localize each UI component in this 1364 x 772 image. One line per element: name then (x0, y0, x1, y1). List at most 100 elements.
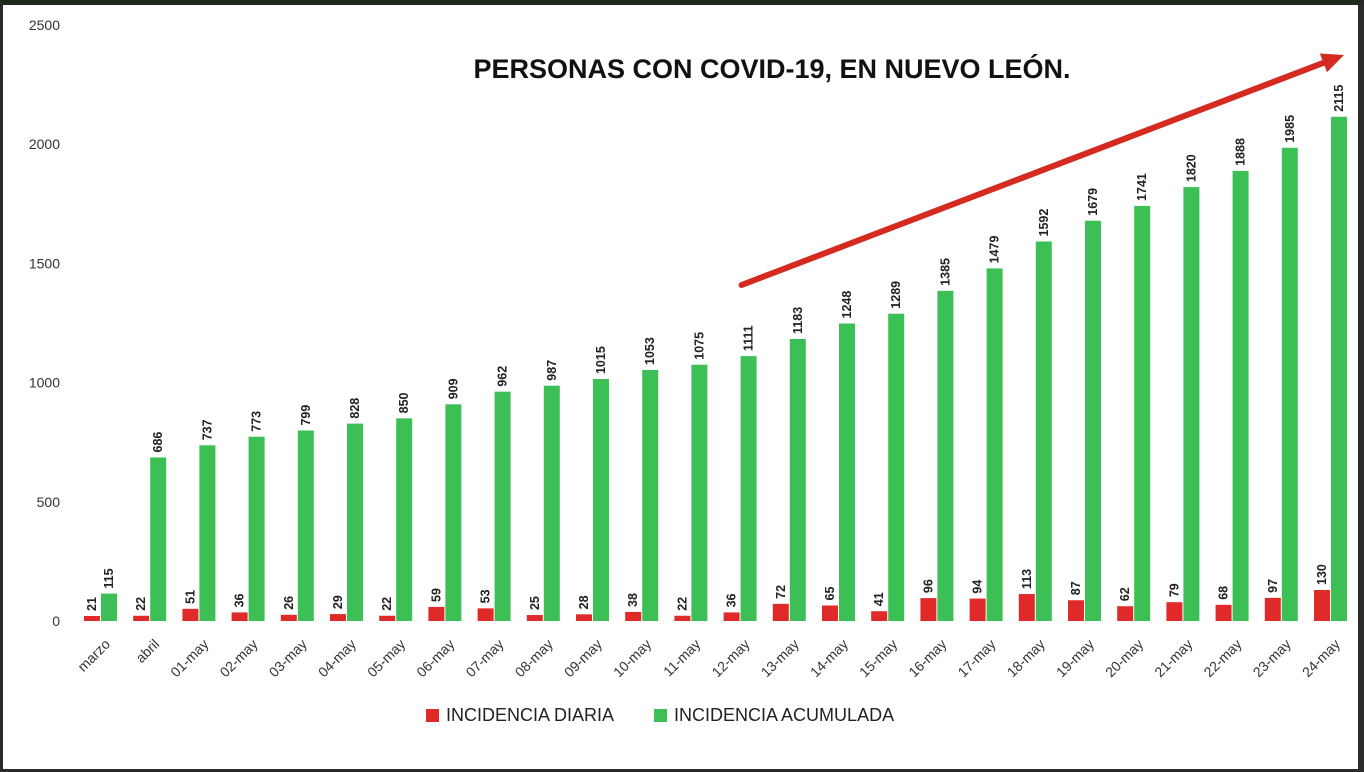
data-label-cumulative: 1385 (938, 258, 952, 286)
data-label-cumulative: 799 (299, 405, 313, 426)
x-tick-label: 06-may (413, 636, 457, 680)
data-label-cumulative: 1820 (1184, 154, 1198, 182)
data-label-cumulative: 987 (545, 360, 559, 381)
bar-daily (723, 612, 740, 621)
y-tick-label: 1500 (29, 255, 60, 271)
y-axis: 0 500 1000 1500 2000 2500 (29, 17, 60, 629)
bar-daily (1314, 590, 1330, 621)
bar-cumulative (1085, 220, 1101, 622)
x-tick-label: 13-may (758, 636, 802, 680)
chart-title: PERSONAS CON COVID-19, EN NUEVO LEÓN. (473, 53, 1070, 84)
data-label-cumulative: 1289 (889, 281, 903, 309)
bar-daily (625, 611, 642, 621)
bar-daily (871, 611, 888, 621)
data-label-daily: 41 (872, 592, 886, 606)
data-label-daily: 72 (774, 585, 788, 599)
trend-arrow (738, 53, 1344, 288)
data-label-daily: 79 (1167, 583, 1181, 597)
bar-daily (920, 598, 937, 621)
data-label-daily: 22 (380, 597, 394, 611)
bar-daily (674, 615, 691, 621)
x-tick-label: 16-may (905, 636, 949, 680)
bar-cumulative (740, 356, 757, 621)
data-label-cumulative: 1248 (840, 291, 854, 319)
x-tick-label: 05-may (364, 636, 408, 680)
data-label-daily: 21 (85, 597, 99, 611)
data-label-daily: 113 (1020, 569, 1034, 589)
bar-cumulative (199, 445, 216, 621)
trend-arrow-shaft (738, 59, 1327, 288)
data-label-daily: 53 (479, 589, 493, 603)
x-tick-label: 22-may (1200, 636, 1244, 680)
bar-daily (969, 598, 986, 621)
bar-cumulative (691, 364, 708, 621)
x-tick-label: 21-may (1151, 636, 1195, 680)
legend-label: INCIDENCIA ACUMULADA (674, 705, 894, 725)
data-label-daily: 68 (1217, 586, 1231, 600)
bar-daily (231, 612, 248, 621)
legend: INCIDENCIA DIARIA INCIDENCIA ACUMULADA (426, 705, 894, 725)
bar-daily (133, 615, 150, 621)
bar-daily (182, 608, 199, 621)
bar-cumulative (1035, 241, 1052, 621)
bars (84, 116, 1347, 622)
bar-daily (330, 614, 346, 621)
data-label-daily: 65 (823, 587, 837, 601)
bar-daily (1264, 597, 1281, 621)
y-tick-label: 1000 (29, 375, 60, 391)
bar-cumulative (1183, 187, 1200, 621)
bar-cumulative (396, 418, 413, 621)
bar-cumulative (986, 268, 1003, 621)
bar-daily (84, 615, 100, 621)
bar-daily (1018, 594, 1035, 621)
data-label-cumulative: 737 (200, 419, 214, 440)
data-label-daily: 36 (725, 593, 739, 607)
data-label-daily: 22 (675, 597, 689, 611)
data-label-daily: 36 (233, 593, 247, 607)
data-label-cumulative: 828 (348, 398, 362, 419)
bar-cumulative (543, 385, 560, 621)
data-label-cumulative: 1985 (1283, 115, 1297, 143)
y-tick-label: 2500 (29, 17, 60, 33)
data-label-cumulative: 850 (397, 392, 411, 413)
x-tick-label: 04-may (315, 636, 359, 680)
data-label-cumulative: 1075 (692, 332, 706, 360)
bar-daily (1215, 604, 1232, 621)
x-tick-label: 12-may (708, 636, 752, 680)
x-tick-label: 24-may (1299, 636, 1343, 680)
legend-swatch (654, 709, 668, 722)
x-tick-label: 15-may (856, 636, 900, 680)
data-label-cumulative: 1592 (1037, 209, 1051, 237)
x-tick-label: 02-may (216, 636, 260, 680)
data-label-cumulative: 1053 (643, 337, 657, 365)
data-label-cumulative: 1015 (594, 346, 608, 374)
data-label-daily: 29 (331, 595, 345, 609)
data-label-cumulative: 1888 (1234, 138, 1248, 166)
bar-cumulative (494, 391, 511, 621)
bar-cumulative (888, 313, 905, 621)
data-label-daily: 59 (429, 588, 443, 602)
data-label-cumulative: 115 (102, 568, 116, 588)
bar-daily (477, 608, 494, 621)
x-tick-label: 09-may (561, 636, 605, 680)
bar-cumulative (642, 369, 659, 621)
bar-daily (1166, 602, 1183, 621)
data-label-daily: 97 (1266, 579, 1280, 593)
x-tick-label: 10-may (610, 636, 654, 680)
bar-daily (428, 606, 445, 621)
data-label-cumulative: 1741 (1135, 173, 1149, 201)
x-tick-label: 17-may (954, 636, 998, 680)
data-label-cumulative: 1479 (988, 236, 1002, 264)
data-label-daily: 94 (971, 580, 985, 594)
x-tick-label: 07-may (462, 636, 506, 680)
bar-daily (280, 614, 297, 621)
data-label-cumulative: 1679 (1086, 188, 1100, 216)
bar-daily (379, 615, 396, 621)
bar-daily (772, 603, 789, 621)
bar-cumulative (297, 430, 314, 621)
data-label-cumulative: 962 (496, 366, 510, 387)
bar-cumulative (150, 457, 167, 621)
x-tick-label: 11-may (660, 636, 704, 680)
data-label-daily: 130 (1315, 564, 1329, 585)
